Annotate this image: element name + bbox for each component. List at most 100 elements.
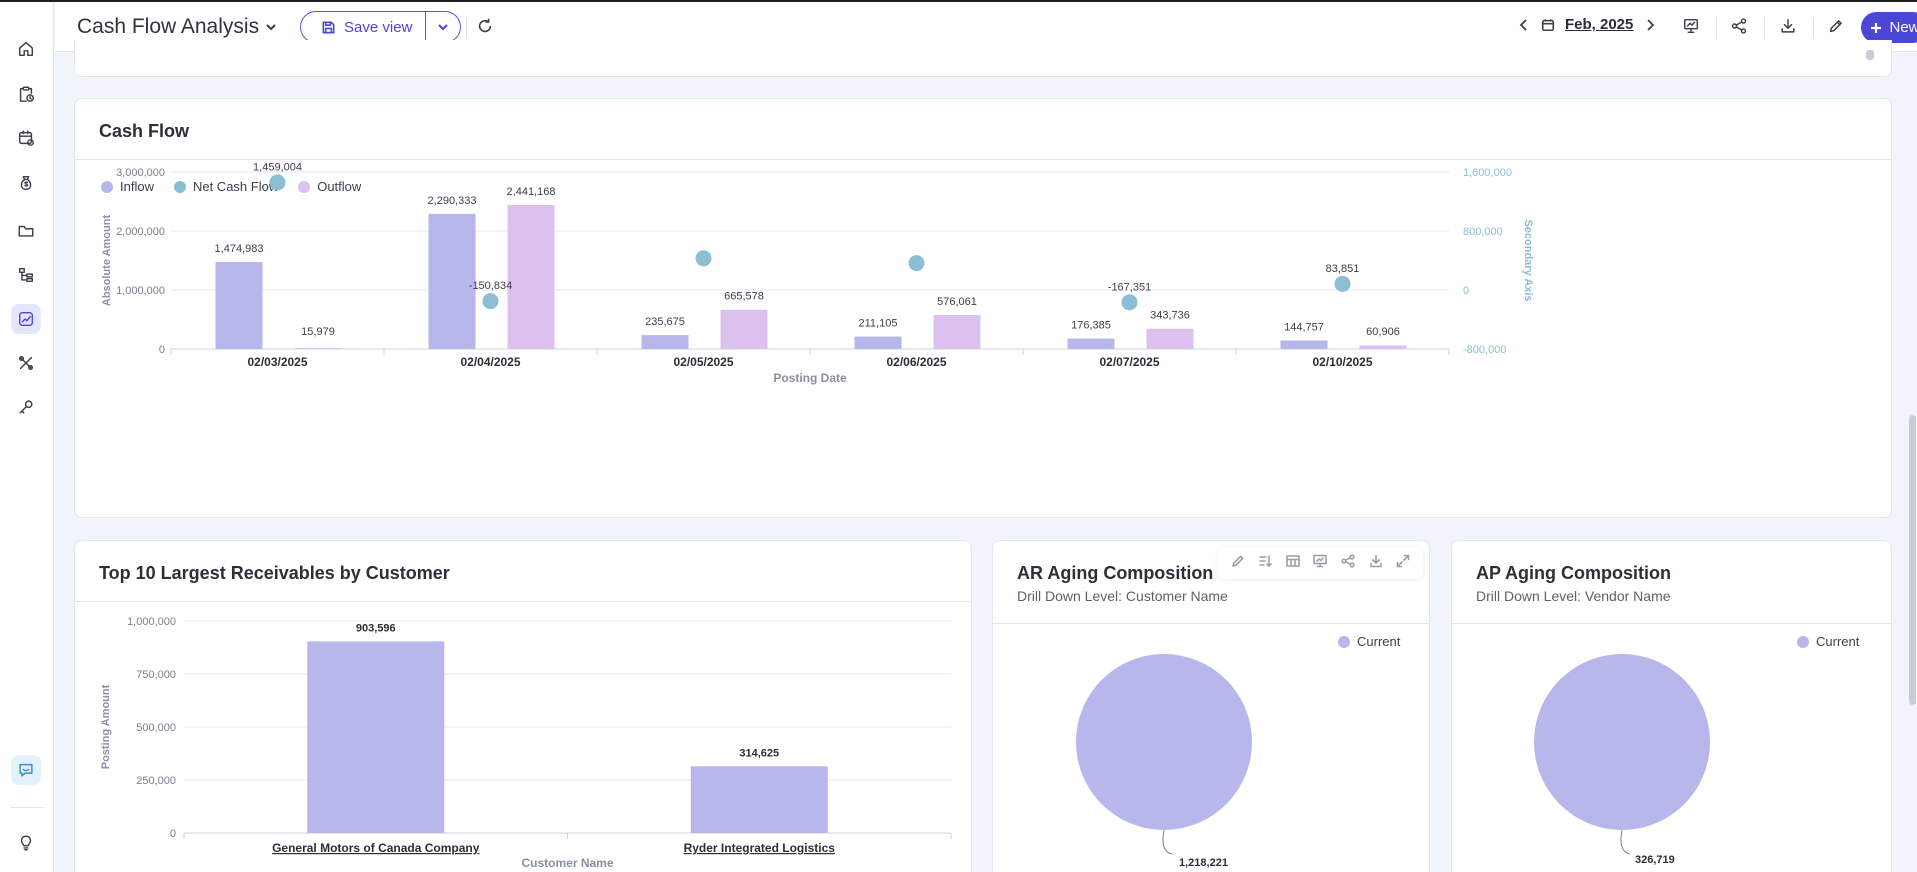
page-title[interactable]: Cash Flow Analysis bbox=[77, 15, 277, 39]
download-widget-button[interactable] bbox=[1368, 553, 1384, 574]
data-label-inflow: 211,105 bbox=[859, 318, 898, 330]
presentation-icon bbox=[1313, 554, 1328, 567]
chat-icon[interactable] bbox=[11, 755, 41, 785]
data-label-outflow: 15,979 bbox=[301, 326, 335, 338]
bar-outflow bbox=[294, 348, 342, 350]
save-view-dropdown-button[interactable] bbox=[426, 21, 460, 33]
share-button[interactable] bbox=[1730, 17, 1750, 37]
y-tick-label: 750,000 bbox=[136, 669, 176, 681]
calendar-icon bbox=[1541, 18, 1555, 31]
table-icon bbox=[1286, 554, 1300, 567]
data-label-outflow: 343,736 bbox=[1150, 310, 1190, 322]
x-tick-label: 02/04/2025 bbox=[460, 355, 520, 369]
legend-item-current[interactable]: Current bbox=[1797, 634, 1859, 649]
chevron-right-icon[interactable] bbox=[1643, 18, 1657, 32]
ar-aging-card: AR Aging Composition Drill Down Level: C… bbox=[992, 540, 1430, 872]
hierarchy-icon[interactable] bbox=[11, 260, 41, 290]
ap-aging-title: AP Aging Composition bbox=[1476, 563, 1671, 583]
edit-button[interactable] bbox=[1827, 17, 1847, 37]
y-axis-title: Posting Amount bbox=[100, 684, 112, 769]
table-view-button[interactable] bbox=[1285, 553, 1301, 574]
receivables-card: Top 10 Largest Receivables by Customer 1… bbox=[74, 540, 972, 872]
page-scrollbar[interactable] bbox=[1909, 415, 1916, 705]
previous-card-bottom bbox=[74, 40, 1892, 77]
y2-axis-title: Secondary Axis bbox=[1522, 219, 1534, 301]
y2-tick-label: -800,000 bbox=[1463, 344, 1506, 356]
x-tick-label: 02/03/2025 bbox=[247, 355, 307, 369]
money-bag-icon[interactable] bbox=[11, 168, 41, 198]
point-net-cash-flow bbox=[1334, 275, 1351, 292]
legend-item-current[interactable]: Current bbox=[1338, 634, 1400, 649]
ar-aging-title: AR Aging Composition bbox=[1017, 563, 1214, 583]
y2-tick-label: 800,000 bbox=[1463, 226, 1503, 238]
receivables-chart: 1,000,000 750,000 500,000 250,000 0 Posting A… bbox=[100, 616, 952, 870]
edit-widget-button[interactable] bbox=[1230, 553, 1246, 574]
chevron-left-icon[interactable] bbox=[1517, 18, 1531, 32]
point-net-cash-flow bbox=[1121, 294, 1138, 311]
data-label-inflow: 2,290,333 bbox=[428, 195, 477, 207]
data-label: 314,625 bbox=[739, 747, 779, 759]
key-icon[interactable] bbox=[11, 392, 41, 422]
ap-aging-card: AP Aging Composition Drill Down Level: V… bbox=[1451, 540, 1892, 872]
data-label-inflow: 235,675 bbox=[645, 316, 685, 328]
lightbulb-icon[interactable] bbox=[11, 828, 41, 858]
home-icon[interactable] bbox=[11, 34, 41, 64]
ar-pie-chart: 1,218,221 bbox=[1076, 654, 1252, 869]
pie-data-label: 1,218,221 bbox=[1179, 857, 1228, 869]
y-tick-label: 2,000,000 bbox=[116, 226, 165, 238]
data-label-net-cash-flow: 1,459,004 bbox=[253, 161, 302, 173]
y-tick-label: 3,000,000 bbox=[116, 167, 165, 179]
legend-item-inflow[interactable]: Inflow bbox=[101, 179, 154, 194]
ap-aging-subtitle: Drill Down Level: Vendor Name bbox=[1476, 588, 1671, 604]
sort-button[interactable] bbox=[1257, 553, 1273, 574]
presentation-button[interactable] bbox=[1682, 17, 1702, 37]
cash-flow-card: Cash Flow Inflow Net Cash Flow Outflow 3… bbox=[74, 98, 1892, 518]
download-button[interactable] bbox=[1779, 17, 1799, 37]
date-picker[interactable]: Feb, 2025 bbox=[1565, 16, 1634, 33]
pie-label-connector bbox=[1620, 829, 1631, 855]
pie-slice-current bbox=[1534, 654, 1710, 830]
presentation-widget-button[interactable] bbox=[1312, 553, 1328, 574]
data-label-inflow: 144,757 bbox=[1284, 321, 1324, 333]
share-widget-button[interactable] bbox=[1340, 553, 1356, 574]
x-tick-label: 02/06/2025 bbox=[886, 355, 946, 369]
x-tick-label: General Motors of Canada Company bbox=[272, 841, 480, 855]
save-view-button-group: Save view bbox=[300, 11, 461, 43]
bar-outflow bbox=[720, 309, 768, 349]
expand-widget-button[interactable] bbox=[1395, 553, 1411, 574]
refresh-button[interactable] bbox=[476, 17, 496, 37]
save-view-button[interactable]: Save view bbox=[301, 12, 426, 42]
legend-item-outflow[interactable]: Outflow bbox=[298, 179, 361, 194]
ar-legend: Current bbox=[1338, 634, 1400, 649]
point-net-cash-flow bbox=[482, 293, 499, 310]
y2-tick-label: 0 bbox=[1463, 285, 1469, 297]
legend-item-net-cash-flow[interactable]: Net Cash Flow bbox=[173, 179, 278, 194]
data-label-net-cash-flow: -167,351 bbox=[1108, 281, 1151, 293]
y-tick-label: 0 bbox=[170, 828, 176, 840]
calendar-clock-icon[interactable] bbox=[11, 123, 41, 153]
download-icon bbox=[1781, 18, 1795, 33]
cash-flow-legend: Inflow Net Cash Flow Outflow bbox=[101, 179, 361, 194]
data-label: 903,596 bbox=[356, 622, 396, 634]
x-axis-title: Customer Name bbox=[521, 856, 613, 870]
chevron-down-icon bbox=[266, 24, 276, 31]
point-net-cash-flow bbox=[908, 255, 925, 272]
clipboard-clock-icon[interactable] bbox=[11, 79, 41, 109]
new-button[interactable]: New bbox=[1861, 12, 1917, 43]
pencil-icon bbox=[1231, 555, 1244, 567]
folder-icon[interactable] bbox=[11, 216, 41, 246]
bar-inflow bbox=[215, 261, 263, 349]
share-icon bbox=[1731, 18, 1747, 34]
analytics-icon[interactable] bbox=[11, 304, 41, 334]
pie-slice-current bbox=[1076, 654, 1252, 830]
bar-outflow bbox=[507, 204, 555, 349]
bar-inflow bbox=[1067, 338, 1115, 349]
tools-icon[interactable] bbox=[11, 348, 41, 378]
bar-inflow bbox=[1280, 340, 1328, 349]
sort-icon bbox=[1259, 554, 1273, 567]
y-axis-title: Absolute Amount bbox=[101, 215, 113, 307]
data-label-outflow: 2,441,168 bbox=[507, 186, 556, 198]
y-tick-label: 500,000 bbox=[136, 722, 176, 734]
card-scroll-indicator bbox=[1866, 50, 1874, 60]
data-label-inflow: 176,385 bbox=[1071, 320, 1111, 332]
